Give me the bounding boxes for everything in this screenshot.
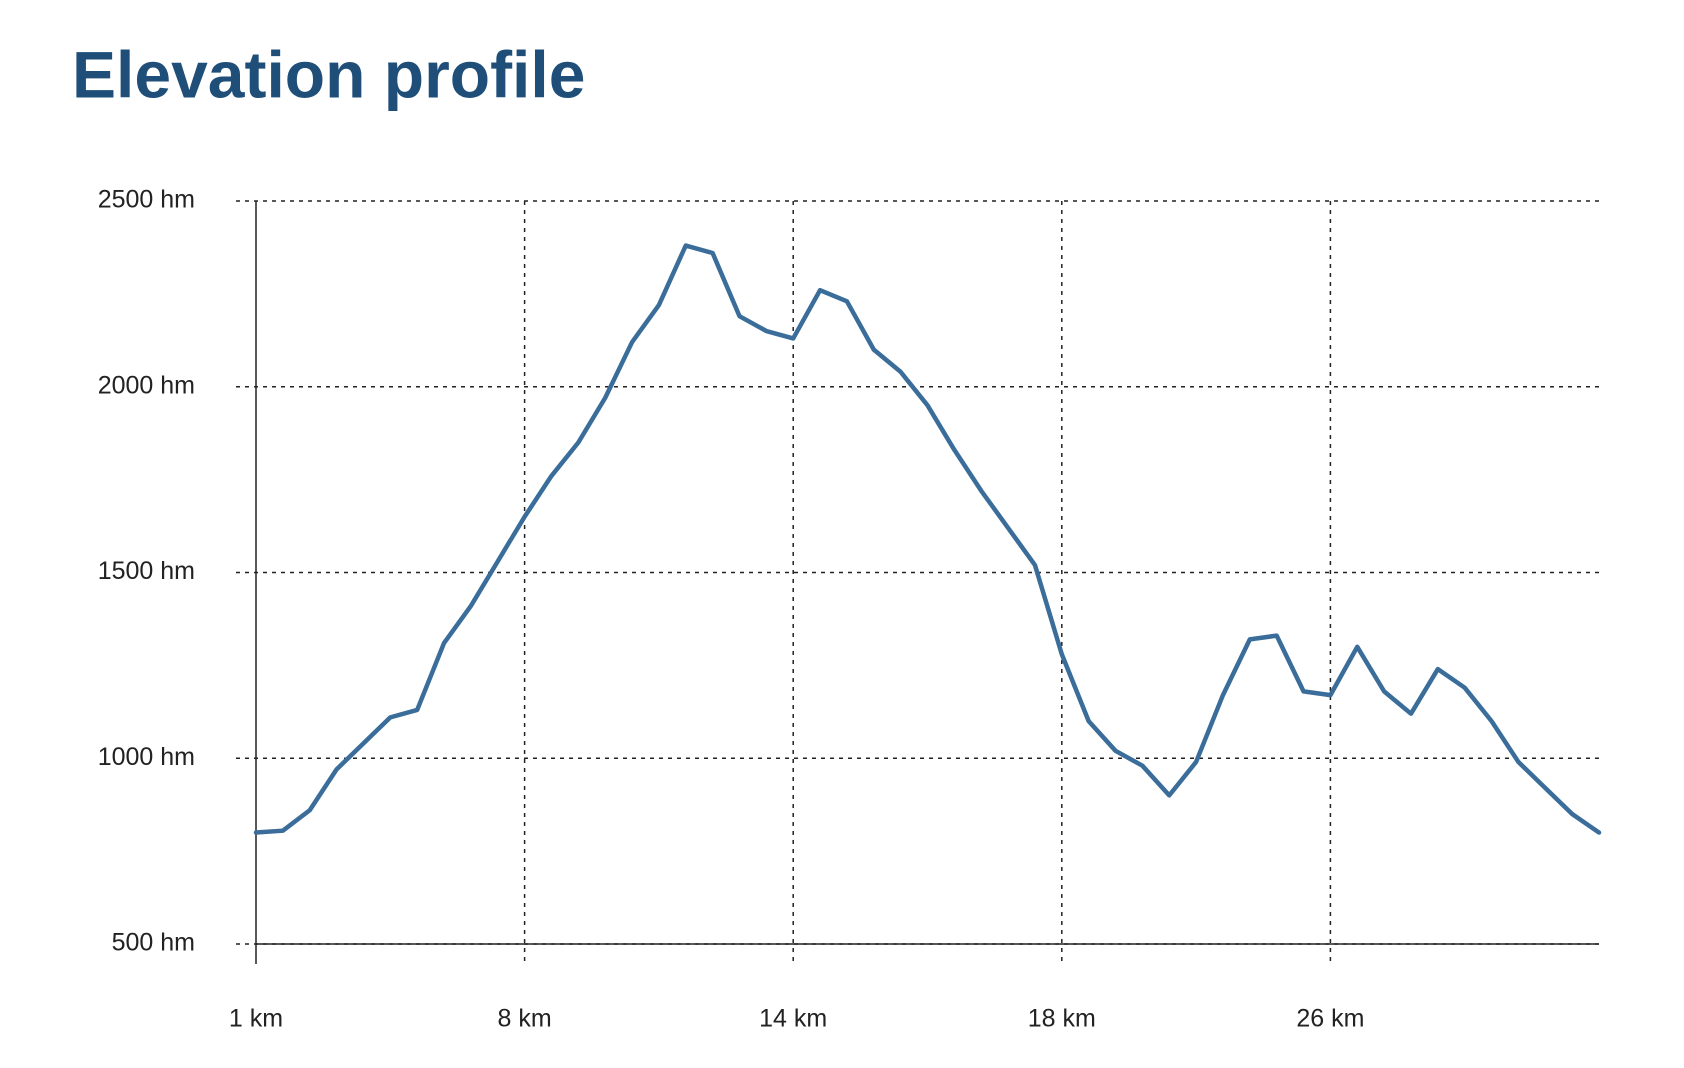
x-tick-label: 1 km xyxy=(229,1005,283,1033)
elevation-line xyxy=(253,243,1602,835)
x-tick-label: 8 km xyxy=(498,1005,552,1033)
y-tick-label: 2000 hm xyxy=(98,371,195,399)
y-tick-label: 500 hm xyxy=(112,929,195,957)
y-tick-label: 1000 hm xyxy=(98,743,195,771)
chart-title: Elevation profile xyxy=(72,37,585,111)
x-tick-label: 26 km xyxy=(1296,1005,1364,1033)
x-tick-label: 14 km xyxy=(759,1005,827,1033)
y-tick-label: 1500 hm xyxy=(98,557,195,585)
y-tick-label: 2500 hm xyxy=(98,186,195,214)
x-tick-label: 18 km xyxy=(1028,1005,1096,1033)
